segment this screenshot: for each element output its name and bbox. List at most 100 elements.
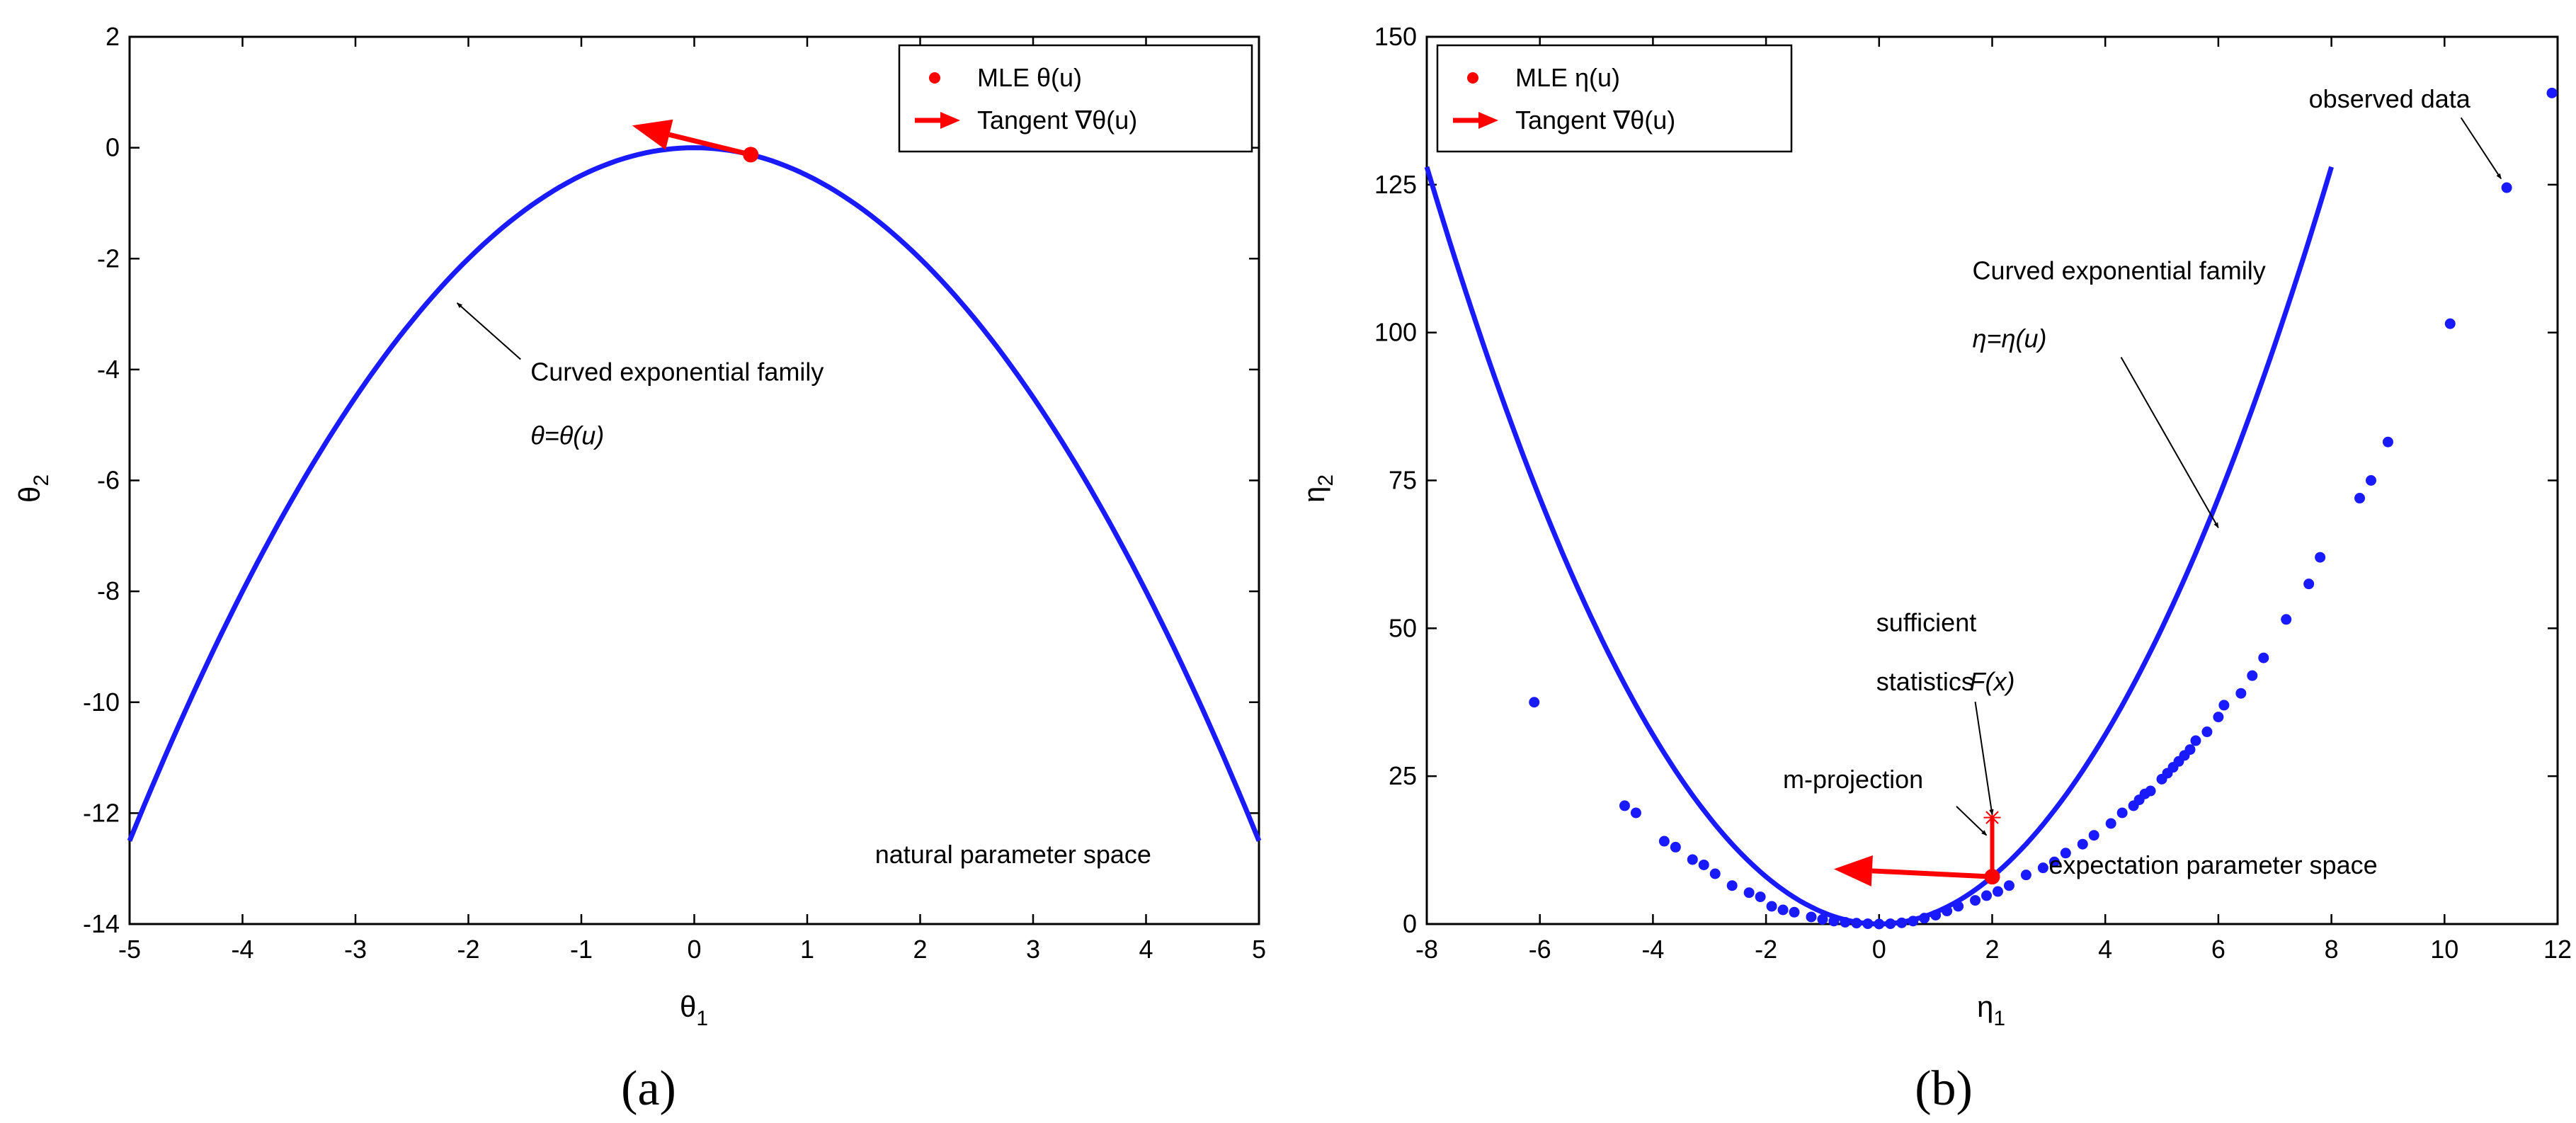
y-axis-label: η2 [1297,474,1338,503]
x-tick-label: 5 [1252,935,1266,964]
tangent-arrow-head [632,119,673,150]
observed-data-point [2247,670,2258,681]
legend-box [1436,44,1793,153]
y-tick-label: -4 [97,355,120,384]
x-tick-label: -4 [231,935,253,964]
observed-data-point [2303,578,2315,590]
annotation-text: θ=θ(u) [530,421,604,450]
x-tick-label: 2 [1985,935,1999,964]
x-tick-label: 3 [1026,935,1040,964]
axis-ticks: -5 -4 -3 -2 -1 0 1 2 3 4 5-14-12-10-8-6-4-202 [83,22,1266,964]
natural-parameter-chart: -5 -4 -3 -2 -1 0 1 2 3 4 5-14-12-10-8-6-4-202 Curv… [13,22,1266,1116]
observed-data-point [1908,916,1919,927]
observed-data-point [1840,916,1851,928]
legend-mle-label: MLE η(u) [1515,63,1620,92]
observed-data-point [1981,890,1993,901]
mle-point [743,147,759,163]
legend: MLE θ(u) Tangent ∇θ(u) [898,44,1253,153]
observed-data-point [2315,552,2326,563]
y-axis-label-sub: 2 [30,474,53,486]
annotation-text: statistics [1876,667,1974,696]
observed-data-point [1992,886,2003,897]
observed-data-point [2003,880,2014,891]
x-tick-label: 6 [2211,935,2225,964]
sufficient-statistics-marker [1983,809,2001,826]
observed-data-point [1698,859,1709,870]
observed-data-point [2116,807,2128,819]
y-tick-label: 0 [106,133,120,162]
x-tick-label: 0 [687,935,701,964]
observed-data-point [1619,800,1630,811]
observed-data-point [1529,697,1540,708]
observed-data-point [1828,916,1840,927]
observed-data-point [1658,836,1670,847]
x-tick-label: -1 [570,935,593,964]
observed-data-point [2077,838,2088,850]
annotation-text: sufficient [1876,608,1976,637]
observed-data-point [1766,901,1777,912]
observed-data-point [2060,848,2071,859]
annotation-arrow [1956,806,1988,836]
y-tick-label: -2 [97,244,120,273]
observed-data-point [2048,856,2060,867]
observed-data-point [1953,901,1964,912]
plot-area-frame [1425,35,2559,925]
y-tick-label: -6 [97,466,120,495]
observed-data-point [1874,918,1885,930]
observed-data-point [2258,652,2269,663]
observed-data-point [2354,493,2366,504]
x-axis-label-sub: 1 [1993,1007,2005,1030]
observed-data-point [1777,904,1789,916]
x-tick-label: 0 [1872,935,1886,964]
tangent-arrow-shaft [668,132,752,157]
observed-data-point [1789,906,1800,918]
x-tick-label: -6 [1529,935,1551,964]
observed-data-point [1919,913,1930,924]
annotation-arrow [2460,117,2502,180]
y-tick-label: -12 [83,798,120,827]
annotations: observed data Curved exponential family η=… [1783,84,2502,879]
legend-mle-marker [929,72,940,84]
x-tick-label: -8 [1415,935,1438,964]
annotation-arrow [456,302,521,360]
observed-data-point [1806,911,1817,923]
x-tick-label: 12 [2543,935,2572,964]
legend-tangent-label: Tangent ∇θ(u) [977,106,1137,135]
y-tick-label: 50 [1389,613,1417,642]
observed-data-point [1726,880,1738,891]
observed-data-point [2213,712,2224,723]
legend-mle-marker [1467,72,1478,84]
y-tick-label: -10 [83,688,120,717]
observed-data-point [2235,688,2247,699]
legend-tangent-arrowhead [1478,112,1498,129]
y-tick-label: 100 [1374,318,1417,347]
legend: MLE η(u) Tangent ∇θ(u) [1436,44,1793,153]
plot-area-frame [128,35,1260,925]
curve-layer [127,119,1262,842]
observed-data-point [1942,906,1953,917]
x-tick-label: -5 [118,935,141,964]
x-axis-label-main: η [1977,990,1993,1023]
observed-data-point [2184,744,2196,756]
observed-data-point [2201,726,2213,738]
observed-data-point [1817,913,1828,925]
x-axis-label-sub: 1 [696,1007,708,1030]
tangent-arrow-head [1833,855,1873,887]
observed-data-point [1743,887,1755,899]
observed-data-point [1670,841,1681,853]
annotation-text: m-projection [1783,765,1923,794]
observed-data-point [2546,87,2558,98]
x-tick-label: 4 [2098,935,2112,964]
tangent-arrow-shaft [1871,868,1993,879]
x-tick-label: 10 [2430,935,2458,964]
y-tick-label: 75 [1389,466,1417,495]
y-tick-label: 150 [1374,22,1417,51]
observed-data-point [1755,891,1766,903]
observed-data-point [2382,436,2393,448]
observed-data-point [1896,917,1908,928]
annotation-text: F(x) [1970,667,2015,696]
annotation-text: Curved exponential family [530,358,823,387]
observed-data-point [2444,318,2456,329]
y-tick-label: 25 [1389,761,1417,790]
